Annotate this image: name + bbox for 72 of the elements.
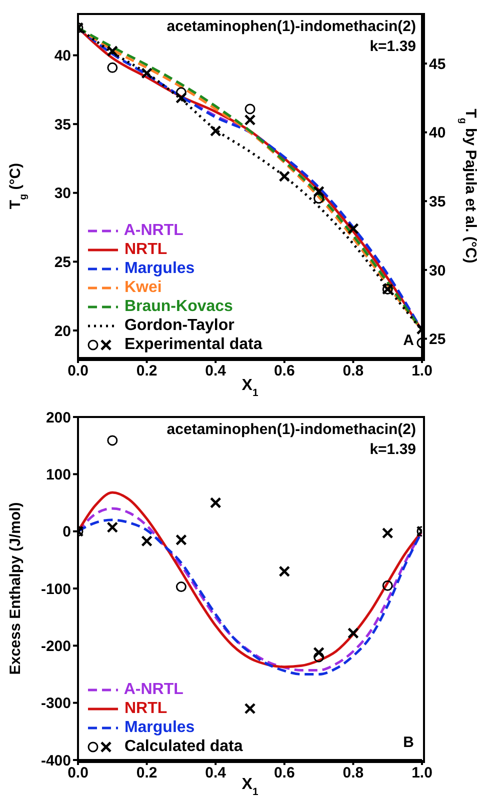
x-tick-label: 0.8 [342,764,364,782]
y-tick-label: 0 [62,524,71,541]
y2-tick-label: 45 [429,56,446,73]
legend-label: Margules [124,719,195,736]
legend-label: Calculated data [124,738,243,755]
annotation: A [403,332,414,349]
point [382,580,393,591]
y-tick-label: 100 [46,466,71,484]
y-tick-label: 200 [46,409,71,426]
y2-tick-label: 25 [429,331,446,348]
annotation: B [403,734,414,751]
y-tick-label: -300 [40,695,71,712]
x-tick-label: 0.8 [342,362,364,380]
y-tick-label: -100 [40,580,71,598]
point [313,186,324,198]
annotation: k=1.39 [370,38,416,55]
point [176,534,187,546]
y-tick-label: 35 [54,116,71,134]
point [106,522,118,534]
x-tick-label: 0.2 [136,764,158,782]
point [244,702,256,714]
point [313,646,324,658]
x-tick-label: 0.0 [68,362,88,380]
point [107,62,118,73]
point [314,193,324,204]
point [278,566,290,578]
x-axis-title: X$_{1}$ [242,776,258,798]
point [348,222,359,234]
x-tick-label: 1.0 [412,362,432,380]
point [141,535,152,547]
x-tick-label: 0.0 [68,764,88,782]
y-tick-label: 30 [54,185,71,202]
annotation: acetaminophen(1)-indomethacin(2) [166,421,416,438]
y-axis-title: Excess Enthalpy (J/mol) [7,502,24,675]
y-tick-label: -200 [40,638,71,655]
point [314,652,324,662]
y2-tick-label: 40 [429,124,446,142]
y-tick-label: 25 [54,254,71,272]
point [210,497,222,508]
legend-label: A-NRTL [124,222,184,239]
legend-label: Margules [124,260,195,277]
legend-label: Braun-Kovacs [124,298,233,315]
y2-tick-label: 30 [429,262,446,280]
x-tick-label: 1.0 [412,764,432,782]
x-tick-label: 0.2 [136,362,158,380]
x-tick-label: 0.6 [274,764,295,782]
point [244,114,256,126]
legend-label: Gordon-Taylor [124,317,234,334]
point [176,582,186,592]
point [278,170,290,182]
point [244,104,256,114]
y-tick-label: 20 [54,322,71,340]
x-tick-label: 0.4 [205,362,227,380]
annotation: acetaminophen(1)-indomethacin(2) [166,18,416,35]
legend-label: Kwei [124,279,162,296]
point [107,435,118,446]
legend-label: NRTL [124,241,168,258]
x-axis-title: X$_{1}$ [242,377,258,398]
y2-tick-label: 35 [429,193,446,210]
point [141,67,152,79]
y-tick-label: 40 [54,48,71,65]
x-tick-label: 0.6 [274,362,295,380]
legend-label: A-NRTL [124,681,184,698]
legend-label: NRTL [124,700,168,717]
point [348,627,359,639]
point [176,92,187,104]
annotation: k=1.39 [370,441,416,458]
legend-label: Experimental data [124,336,262,353]
point [106,45,118,57]
point [382,527,394,539]
point [210,125,222,137]
x-tick-label: 0.4 [205,764,227,782]
